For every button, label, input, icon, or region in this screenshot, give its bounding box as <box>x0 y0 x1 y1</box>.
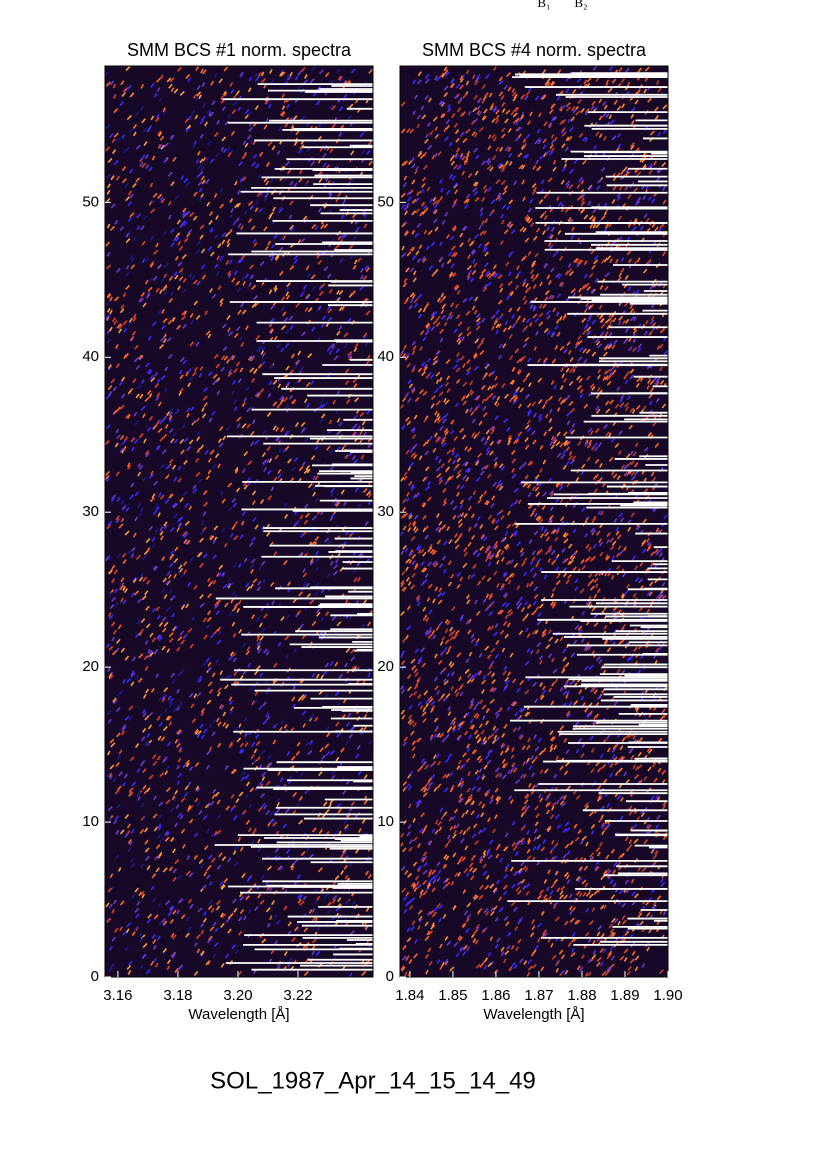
footer: SOL_1987_Apr_14_15_14_49 <box>210 1067 536 1094</box>
y-tick-label: 20 <box>82 658 99 675</box>
y-tick-label: 40 <box>82 348 99 365</box>
x-tick-label: 3.20 <box>223 987 252 1004</box>
x-axis-label: Wavelength [Å] <box>188 1006 289 1023</box>
x-tick-label: 3.18 <box>163 987 192 1004</box>
x-tick-label: 3.22 <box>283 987 312 1004</box>
y-tick-label: 10 <box>82 813 99 830</box>
spectra-image <box>105 66 373 977</box>
spectra-image <box>400 66 668 977</box>
x-tick-label: 3.16 <box>103 987 132 1004</box>
y-tick-label: 50 <box>82 193 99 210</box>
y-tick-label: 30 <box>82 503 99 520</box>
chart-title: SMM BCS #1 norm. spectra <box>127 40 352 60</box>
top-label: B₁ <box>537 0 550 10</box>
top-label: B₂ <box>574 0 587 10</box>
y-tick-label: 0 <box>91 968 99 985</box>
